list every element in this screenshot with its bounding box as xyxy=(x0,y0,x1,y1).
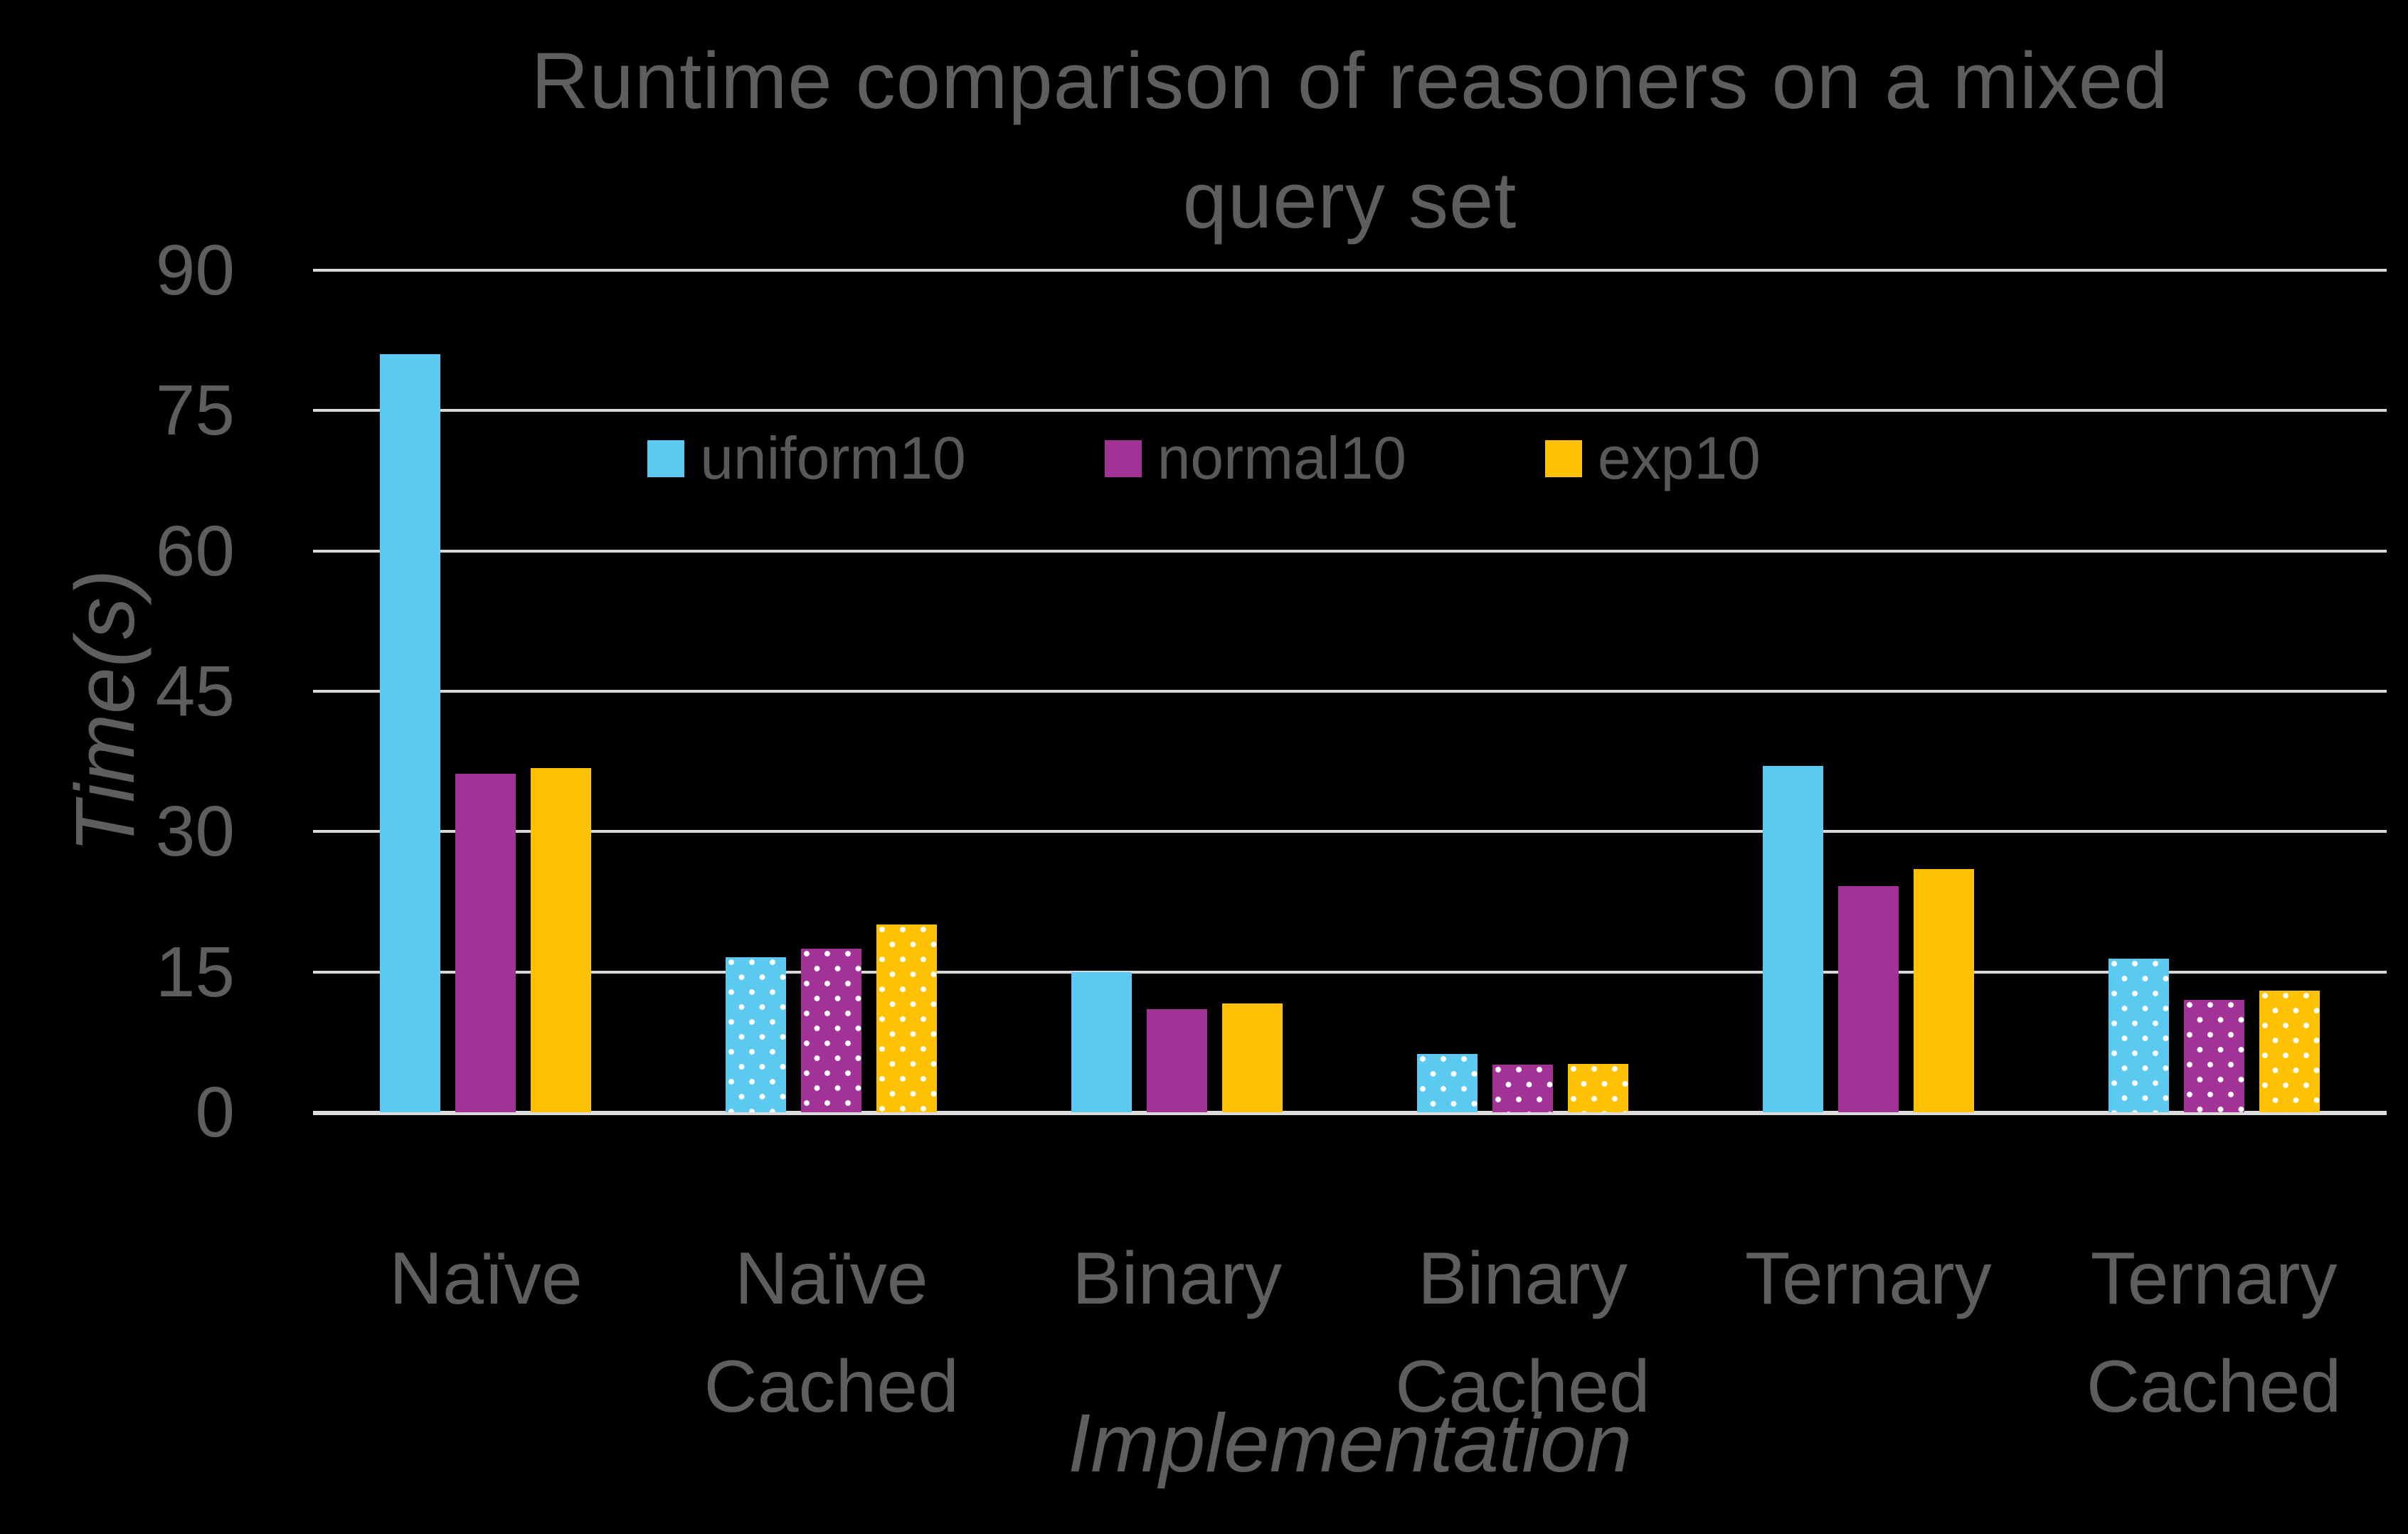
bar-uniform10 xyxy=(1417,1054,1478,1112)
bar-exp10 xyxy=(2259,991,2320,1112)
bar-uniform10 xyxy=(2109,959,2169,1112)
bar-normal10 xyxy=(2184,1000,2244,1112)
bar-exp10 xyxy=(876,925,937,1112)
legend-label: exp10 xyxy=(1597,425,1761,491)
legend-item-exp10: exp10 xyxy=(1544,424,1761,493)
legend-swatch-icon xyxy=(647,440,685,477)
bar-uniform10 xyxy=(1763,766,1823,1112)
x-category-label-line: Ternary xyxy=(1744,1237,1992,1320)
x-category-label-line: Naïve xyxy=(389,1237,583,1320)
bar-normal10 xyxy=(455,774,516,1112)
bar-exp10 xyxy=(1914,869,1974,1112)
bar-normal10 xyxy=(801,949,861,1112)
y-tick-label: 90 xyxy=(155,230,235,310)
x-category-label-line: Naïve xyxy=(734,1237,928,1320)
bar-exp10 xyxy=(531,768,591,1112)
bar-uniform10 xyxy=(380,354,440,1112)
x-category-label: Naïve Cached xyxy=(659,1225,1004,1441)
legend-item-normal10: normal10 xyxy=(1104,424,1406,493)
x-category-label-line: Cached xyxy=(2086,1346,2342,1428)
x-category-label: Binary Cached xyxy=(1350,1225,1696,1441)
x-category-label: Ternary xyxy=(1695,1225,2041,1333)
legend-item-uniform10: uniform10 xyxy=(647,424,966,493)
gridline xyxy=(313,830,2387,833)
x-category-label: Binary xyxy=(1004,1225,1350,1333)
chart-title-line2: query set xyxy=(1182,156,1517,245)
bar-normal10 xyxy=(1492,1065,1553,1112)
x-category-label-line: Binary xyxy=(1418,1237,1628,1320)
legend-swatch-icon xyxy=(1544,440,1582,477)
gridline xyxy=(313,409,2387,412)
y-tick-label: 30 xyxy=(155,792,235,872)
legend-label: uniform10 xyxy=(700,425,966,491)
gridline xyxy=(313,269,2387,272)
y-tick-label: 0 xyxy=(195,1072,235,1152)
gridline xyxy=(313,690,2387,693)
legend: uniform10 normal10 exp10 xyxy=(0,424,2408,493)
bar-exp10 xyxy=(1568,1064,1628,1112)
bar-normal10 xyxy=(1838,886,1899,1112)
y-tick-label: 15 xyxy=(155,932,235,1012)
chart-title: Runtime comparison of reasoners on a mix… xyxy=(313,21,2387,260)
legend-label: normal10 xyxy=(1157,425,1406,491)
chart-title-line1: Runtime comparison of reasoners on a mix… xyxy=(531,36,2169,125)
y-tick-label: 75 xyxy=(155,371,235,451)
gridline xyxy=(313,970,2387,974)
x-category-label-line: Cached xyxy=(704,1346,959,1428)
y-tick-label: 60 xyxy=(155,511,235,591)
bar-exp10 xyxy=(1222,1003,1283,1112)
x-category-label: Ternary Cached xyxy=(2041,1225,2387,1441)
legend-swatch-icon xyxy=(1104,440,1142,477)
gridline xyxy=(313,549,2387,553)
y-tick-label: 45 xyxy=(155,651,235,731)
x-axis-title: Implementation xyxy=(1067,1397,1633,1489)
x-category-label: Naïve xyxy=(313,1225,659,1333)
x-category-label-line: Ternary xyxy=(2090,1237,2338,1320)
bar-uniform10 xyxy=(1071,972,1132,1112)
bar-normal10 xyxy=(1147,1009,1207,1112)
x-category-label-line: Cached xyxy=(1395,1346,1650,1428)
bar-uniform10 xyxy=(726,957,786,1112)
x-axis-line xyxy=(313,1111,2387,1115)
x-category-label-line: Binary xyxy=(1072,1237,1282,1320)
